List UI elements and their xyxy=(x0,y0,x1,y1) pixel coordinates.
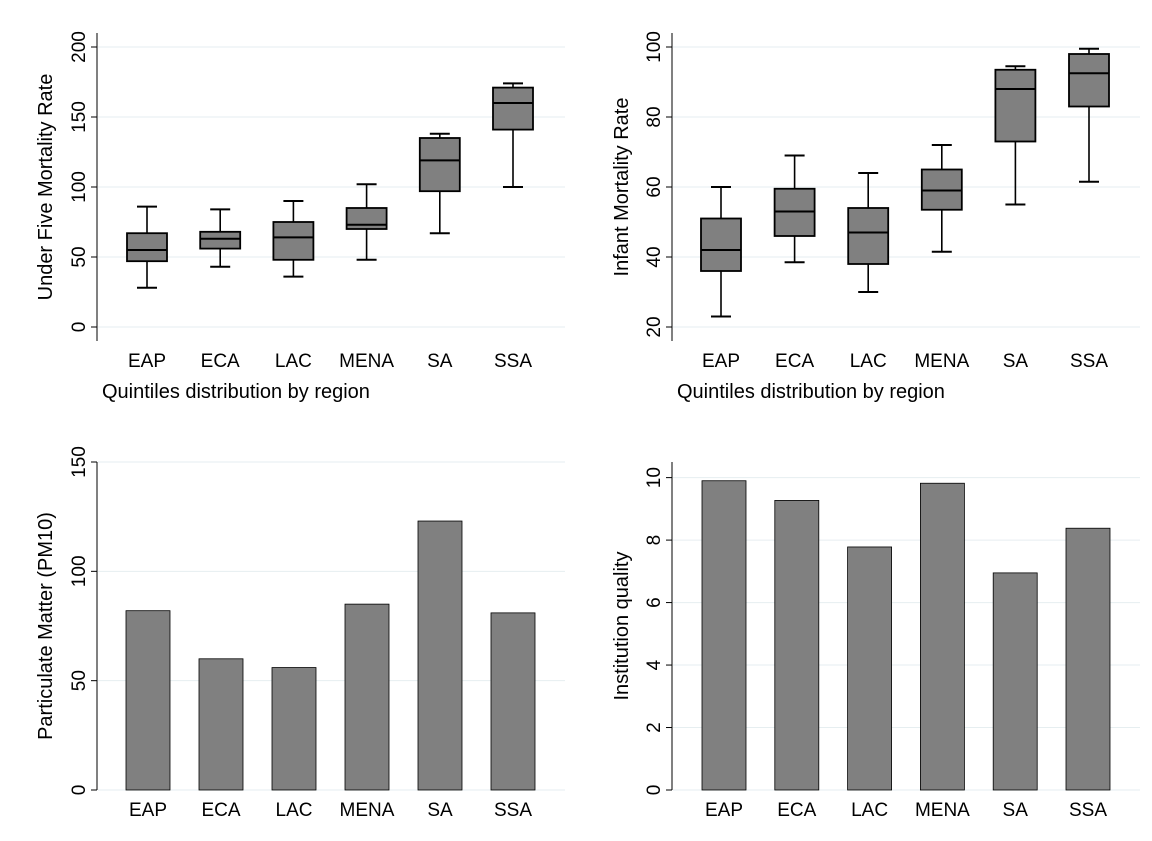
box-ECA xyxy=(199,208,242,268)
x-axis-title: Quintiles distribution by region xyxy=(677,381,945,403)
y-tick-label: 80 xyxy=(644,106,665,127)
x-tick-label: SSA xyxy=(494,351,532,372)
bar-SSA xyxy=(1065,527,1111,791)
x-tick-label: EAP xyxy=(128,351,166,372)
x-tick-label: MENA xyxy=(340,800,395,821)
x-tick-label: SSA xyxy=(1070,351,1108,372)
bar-SA xyxy=(417,520,463,791)
box-iqr xyxy=(994,68,1037,143)
y-tick-label: 50 xyxy=(69,246,90,267)
box-iqr xyxy=(199,230,242,250)
x-tick-label: EAP xyxy=(702,351,740,372)
box-EAP xyxy=(700,186,742,318)
y-tick-label: 100 xyxy=(69,171,90,203)
box-iqr xyxy=(1068,53,1110,108)
y-axis-title: Under Five Mortality Rate xyxy=(35,74,57,301)
bar-ECA xyxy=(198,658,244,791)
box-iqr xyxy=(272,221,315,261)
x-tick-label: LAC xyxy=(850,351,887,372)
chart-panel-2: 20 40 60 80 100 Infant Mortality Rate EAP ECA LA… xyxy=(611,31,1140,403)
x-tick-label: SA xyxy=(427,800,453,821)
bar-LAC xyxy=(271,667,317,791)
box-SA xyxy=(418,132,461,235)
box-iqr xyxy=(345,207,388,230)
bar-MENA xyxy=(344,603,390,791)
y-tick-label: 20 xyxy=(644,316,665,337)
y-tick-label: 50 xyxy=(69,670,90,691)
x-tick-label: LAC xyxy=(276,800,313,821)
y-tick-label: 4 xyxy=(644,659,665,670)
y-axis-title: Institution quality xyxy=(611,552,633,701)
x-tick-label: LAC xyxy=(851,800,888,821)
y-tick-label: 0 xyxy=(69,785,90,796)
x-tick-label: LAC xyxy=(275,351,312,372)
box-ECA xyxy=(773,154,816,264)
x-tick-label: MENA xyxy=(339,351,394,372)
y-tick-label: 2 xyxy=(644,722,665,733)
box-MENA xyxy=(920,144,963,253)
y-tick-label: 60 xyxy=(644,176,665,197)
y-axis-title: Infant Mortality Rate xyxy=(611,98,633,277)
box-iqr xyxy=(847,207,890,265)
box-SSA xyxy=(492,82,534,188)
x-tick-label: ECA xyxy=(775,351,814,372)
y-tick-label: 100 xyxy=(69,555,90,587)
chart-panel-3: 0 50 100 150 Particulate Matter (PM10) EAP ECA… xyxy=(35,446,565,821)
x-tick-label: SSA xyxy=(1069,800,1107,821)
bar-SSA xyxy=(490,612,536,791)
y-tick-label: 8 xyxy=(644,535,665,546)
chart-panel-1: 0 50 100 150 200 Under Five Mortality Rate EAP… xyxy=(35,31,565,403)
x-axis-title: Quintiles distribution by region xyxy=(102,381,370,403)
x-tick-label: EAP xyxy=(705,800,743,821)
y-tick-label: 0 xyxy=(69,322,90,333)
x-tick-label: MENA xyxy=(914,351,969,372)
box-LAC xyxy=(847,172,890,293)
y-tick-label: 40 xyxy=(644,246,665,267)
x-tick-label: SSA xyxy=(494,800,532,821)
x-tick-label: ECA xyxy=(777,800,816,821)
bar-EAP xyxy=(701,480,747,791)
y-tick-label: 150 xyxy=(69,446,90,478)
box-iqr xyxy=(700,217,742,272)
bar-LAC xyxy=(847,546,892,791)
x-tick-label: ECA xyxy=(201,800,240,821)
y-tick-label: 10 xyxy=(644,467,665,488)
bar-MENA xyxy=(920,482,965,791)
x-tick-label: EAP xyxy=(129,800,167,821)
box-iqr xyxy=(418,137,461,193)
bar-SA xyxy=(992,572,1038,791)
box-iqr xyxy=(492,86,534,131)
box-EAP xyxy=(126,205,168,289)
box-SSA xyxy=(1068,47,1110,183)
y-tick-label: 150 xyxy=(69,101,90,133)
box-SA xyxy=(994,65,1037,206)
y-axis-title: Particulate Matter (PM10) xyxy=(35,512,57,740)
box-iqr xyxy=(126,232,168,263)
y-tick-label: 0 xyxy=(644,785,665,796)
box-LAC xyxy=(272,200,315,278)
x-tick-label: MENA xyxy=(915,800,970,821)
x-tick-label: SA xyxy=(1003,800,1029,821)
x-tick-label: SA xyxy=(427,351,453,372)
y-tick-label: 200 xyxy=(69,31,90,63)
y-tick-label: 6 xyxy=(644,597,665,608)
x-tick-label: SA xyxy=(1003,351,1029,372)
bar-EAP xyxy=(125,610,171,791)
box-MENA xyxy=(345,183,388,261)
chart-panel-4: 0 2 4 6 8 10 Institution quality EAP ECA LAC MENA S… xyxy=(611,462,1140,821)
bar-ECA xyxy=(774,500,820,791)
y-tick-label: 100 xyxy=(644,31,665,63)
x-tick-label: ECA xyxy=(201,351,240,372)
